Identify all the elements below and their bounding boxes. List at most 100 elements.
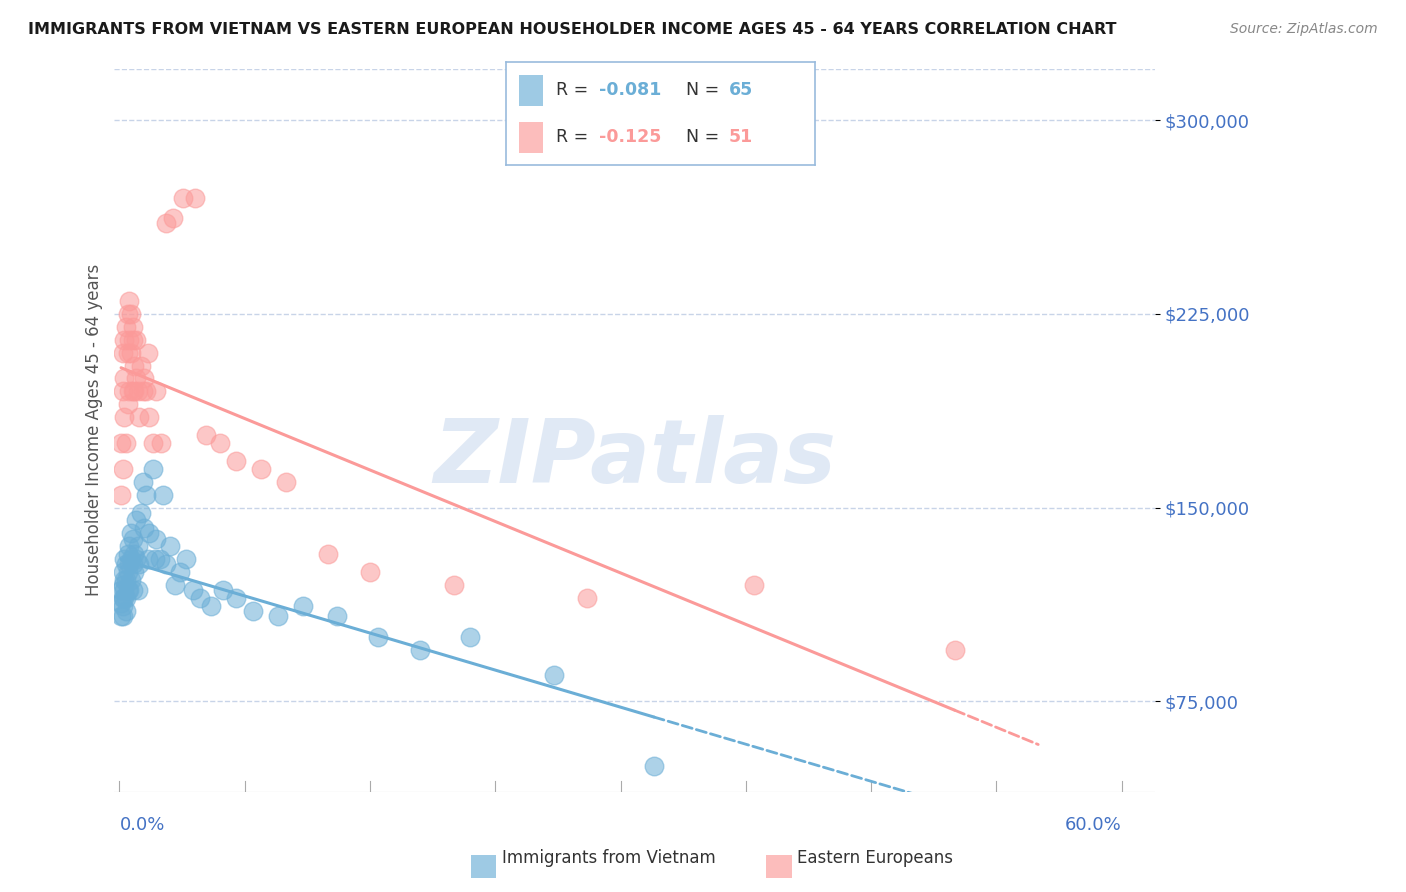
Point	[134, 521, 156, 535]
Point	[155, 558, 177, 572]
Point	[111, 384, 134, 399]
Point	[110, 596, 132, 610]
Point	[135, 384, 157, 399]
Point	[225, 591, 247, 605]
Point	[121, 333, 143, 347]
Point	[225, 454, 247, 468]
Text: Eastern Europeans: Eastern Europeans	[797, 849, 953, 867]
Point	[195, 428, 218, 442]
Point	[110, 609, 132, 624]
Point	[138, 410, 160, 425]
Point	[128, 558, 150, 572]
Text: ZIPatlas: ZIPatlas	[433, 416, 837, 502]
Text: R =: R =	[555, 128, 593, 146]
Text: 0.0%: 0.0%	[120, 816, 165, 834]
Point	[124, 359, 146, 373]
Point	[111, 578, 134, 592]
Point	[150, 436, 173, 450]
Text: 60.0%: 60.0%	[1064, 816, 1122, 834]
Point	[114, 591, 136, 605]
Point	[117, 397, 139, 411]
Point	[121, 532, 143, 546]
Point	[316, 547, 339, 561]
Point	[943, 642, 966, 657]
Point	[111, 591, 134, 605]
Point	[114, 333, 136, 347]
Point	[138, 526, 160, 541]
Point	[242, 604, 264, 618]
Point	[409, 642, 432, 657]
Point	[124, 547, 146, 561]
Point	[292, 599, 315, 613]
Point	[134, 371, 156, 385]
Point	[125, 333, 148, 347]
Point	[276, 475, 298, 489]
Text: Source: ZipAtlas.com: Source: ZipAtlas.com	[1230, 22, 1378, 37]
Point	[250, 462, 273, 476]
Point	[120, 307, 142, 321]
Point	[121, 583, 143, 598]
Point	[183, 191, 205, 205]
Point	[367, 630, 389, 644]
Point	[114, 371, 136, 385]
Point	[267, 609, 290, 624]
Point	[120, 526, 142, 541]
Text: -0.125: -0.125	[599, 128, 661, 146]
Point	[115, 319, 138, 334]
Point	[152, 488, 174, 502]
Point	[148, 552, 170, 566]
Point	[143, 552, 166, 566]
Point	[188, 591, 211, 605]
Point	[114, 410, 136, 425]
Point	[742, 578, 765, 592]
Point	[115, 591, 138, 605]
Text: N =: N =	[686, 81, 724, 99]
Point	[110, 436, 132, 450]
Point	[118, 293, 141, 308]
Point	[114, 552, 136, 566]
FancyBboxPatch shape	[519, 75, 543, 105]
Point	[443, 578, 465, 592]
Text: -0.081: -0.081	[599, 81, 661, 99]
Point	[142, 462, 165, 476]
Point	[135, 488, 157, 502]
Point	[118, 583, 141, 598]
Point	[174, 552, 197, 566]
Point	[163, 578, 186, 592]
Text: IMMIGRANTS FROM VIETNAM VS EASTERN EUROPEAN HOUSEHOLDER INCOME AGES 45 - 64 YEAR: IMMIGRANTS FROM VIETNAM VS EASTERN EUROP…	[28, 22, 1116, 37]
Point	[110, 488, 132, 502]
Point	[325, 609, 347, 624]
Point	[117, 307, 139, 321]
Point	[458, 630, 481, 644]
Point	[212, 583, 235, 598]
Point	[124, 565, 146, 579]
Point	[359, 565, 381, 579]
Point	[128, 410, 150, 425]
Point	[121, 384, 143, 399]
Point	[127, 539, 149, 553]
Point	[576, 591, 599, 605]
Point	[136, 345, 159, 359]
Point	[159, 539, 181, 553]
Text: 65: 65	[728, 81, 754, 99]
Point	[117, 583, 139, 598]
Point	[132, 475, 155, 489]
Point	[200, 599, 222, 613]
Point	[125, 371, 148, 385]
Point	[121, 558, 143, 572]
Point	[118, 539, 141, 553]
Point	[162, 211, 184, 226]
Point	[181, 583, 204, 598]
Point	[120, 345, 142, 359]
Point	[115, 436, 138, 450]
Point	[120, 552, 142, 566]
Point	[117, 547, 139, 561]
Point	[114, 573, 136, 587]
Point	[208, 436, 231, 450]
Point	[124, 384, 146, 399]
Point	[145, 384, 167, 399]
Point	[127, 384, 149, 399]
Point	[127, 583, 149, 598]
Point	[129, 359, 152, 373]
Point	[132, 384, 155, 399]
